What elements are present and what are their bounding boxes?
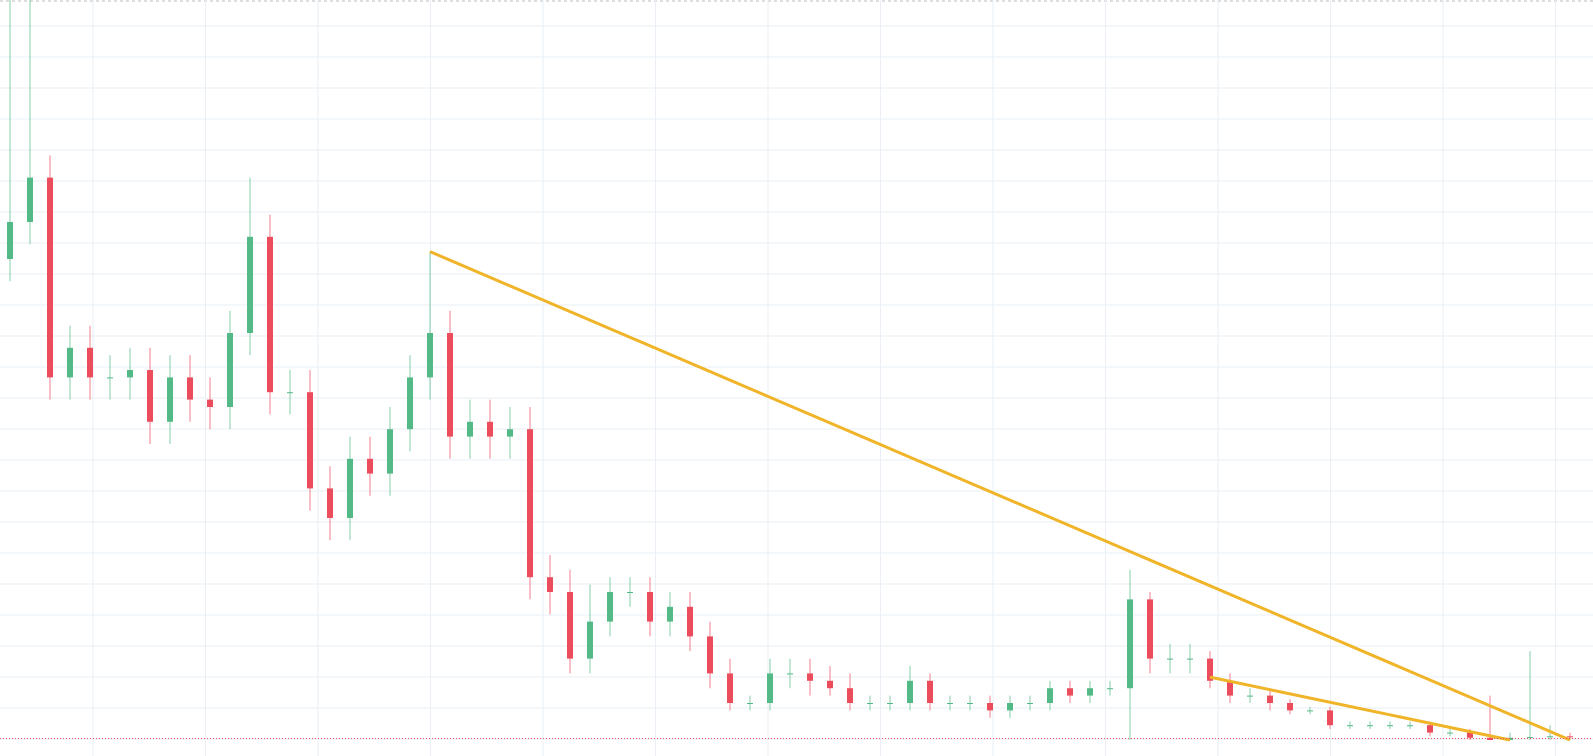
candle-body bbox=[1107, 688, 1113, 690]
candle-body bbox=[427, 333, 433, 378]
candle-body bbox=[1167, 658, 1173, 660]
candle-body bbox=[527, 429, 533, 578]
candle-body bbox=[987, 703, 993, 711]
trend-line bbox=[429, 250, 1571, 742]
candle-body bbox=[387, 429, 393, 474]
candle-body bbox=[1007, 703, 1013, 711]
candle-body bbox=[567, 592, 573, 659]
candle-body bbox=[1487, 737, 1493, 740]
candle-body bbox=[1467, 732, 1473, 738]
candle-body bbox=[547, 577, 553, 592]
candle-body bbox=[1027, 703, 1033, 704]
candle-body bbox=[647, 592, 653, 622]
candle-body bbox=[1087, 688, 1093, 696]
candle-body bbox=[747, 703, 753, 704]
candle-body bbox=[1327, 710, 1333, 726]
candle-body bbox=[87, 347, 93, 378]
candle-body bbox=[587, 621, 593, 659]
candle-body bbox=[27, 177, 33, 222]
candle-body bbox=[907, 680, 913, 703]
candle-body bbox=[1047, 688, 1053, 703]
candle-body bbox=[1387, 725, 1393, 727]
candle-body bbox=[967, 703, 973, 704]
candle-body bbox=[627, 592, 633, 593]
candle-body bbox=[1187, 658, 1193, 660]
candle-body bbox=[1347, 725, 1353, 727]
candle-body bbox=[267, 236, 273, 393]
candle-body bbox=[287, 392, 293, 394]
candle-body bbox=[327, 488, 333, 518]
candle-body bbox=[1207, 658, 1213, 681]
candle-body bbox=[727, 673, 733, 703]
candle-body bbox=[807, 673, 813, 681]
candle-body bbox=[1127, 599, 1133, 689]
candle-body bbox=[1527, 737, 1533, 739]
candle-body bbox=[787, 673, 793, 675]
candle-body bbox=[147, 370, 153, 422]
candle-body bbox=[687, 606, 693, 637]
candle-body bbox=[1287, 703, 1293, 711]
candle-body bbox=[1067, 688, 1073, 696]
candle-body bbox=[487, 421, 493, 437]
candle-body bbox=[107, 377, 113, 379]
candle-body bbox=[1427, 725, 1433, 733]
candle-body bbox=[407, 377, 413, 430]
candle-body bbox=[947, 703, 953, 704]
candle-body bbox=[507, 429, 513, 437]
candle-body bbox=[667, 606, 673, 622]
candle-body bbox=[887, 703, 893, 704]
candle-body bbox=[1447, 732, 1453, 734]
candle-body bbox=[67, 347, 73, 378]
candle-body bbox=[767, 673, 773, 703]
candle-body bbox=[167, 377, 173, 422]
candle-body bbox=[707, 636, 713, 674]
candle-body bbox=[827, 680, 833, 689]
trend-line bbox=[1209, 675, 1511, 742]
candle-body bbox=[867, 703, 873, 704]
candle-body bbox=[467, 421, 473, 437]
candle-body bbox=[1407, 725, 1413, 727]
candle-body bbox=[1307, 710, 1313, 712]
candle-body bbox=[1147, 599, 1153, 659]
candle-body bbox=[47, 177, 53, 378]
candle-body bbox=[307, 392, 313, 489]
candle-body bbox=[847, 688, 853, 703]
candle-body bbox=[227, 333, 233, 407]
candle-body bbox=[607, 592, 613, 622]
candle-body bbox=[1567, 736, 1573, 738]
candle-body bbox=[127, 370, 133, 378]
candle-body bbox=[247, 236, 253, 333]
candle-body bbox=[447, 333, 453, 437]
candle-body bbox=[207, 399, 213, 407]
candle-body bbox=[1227, 680, 1233, 696]
candle-body bbox=[1367, 725, 1373, 727]
candle-body bbox=[927, 680, 933, 703]
candle-body bbox=[367, 458, 373, 474]
candle-body bbox=[1247, 695, 1253, 697]
candle-body bbox=[1547, 736, 1553, 738]
candle-body bbox=[187, 377, 193, 400]
candle-body bbox=[347, 458, 353, 518]
candle-body bbox=[7, 222, 13, 259]
candle-body bbox=[1267, 695, 1273, 703]
